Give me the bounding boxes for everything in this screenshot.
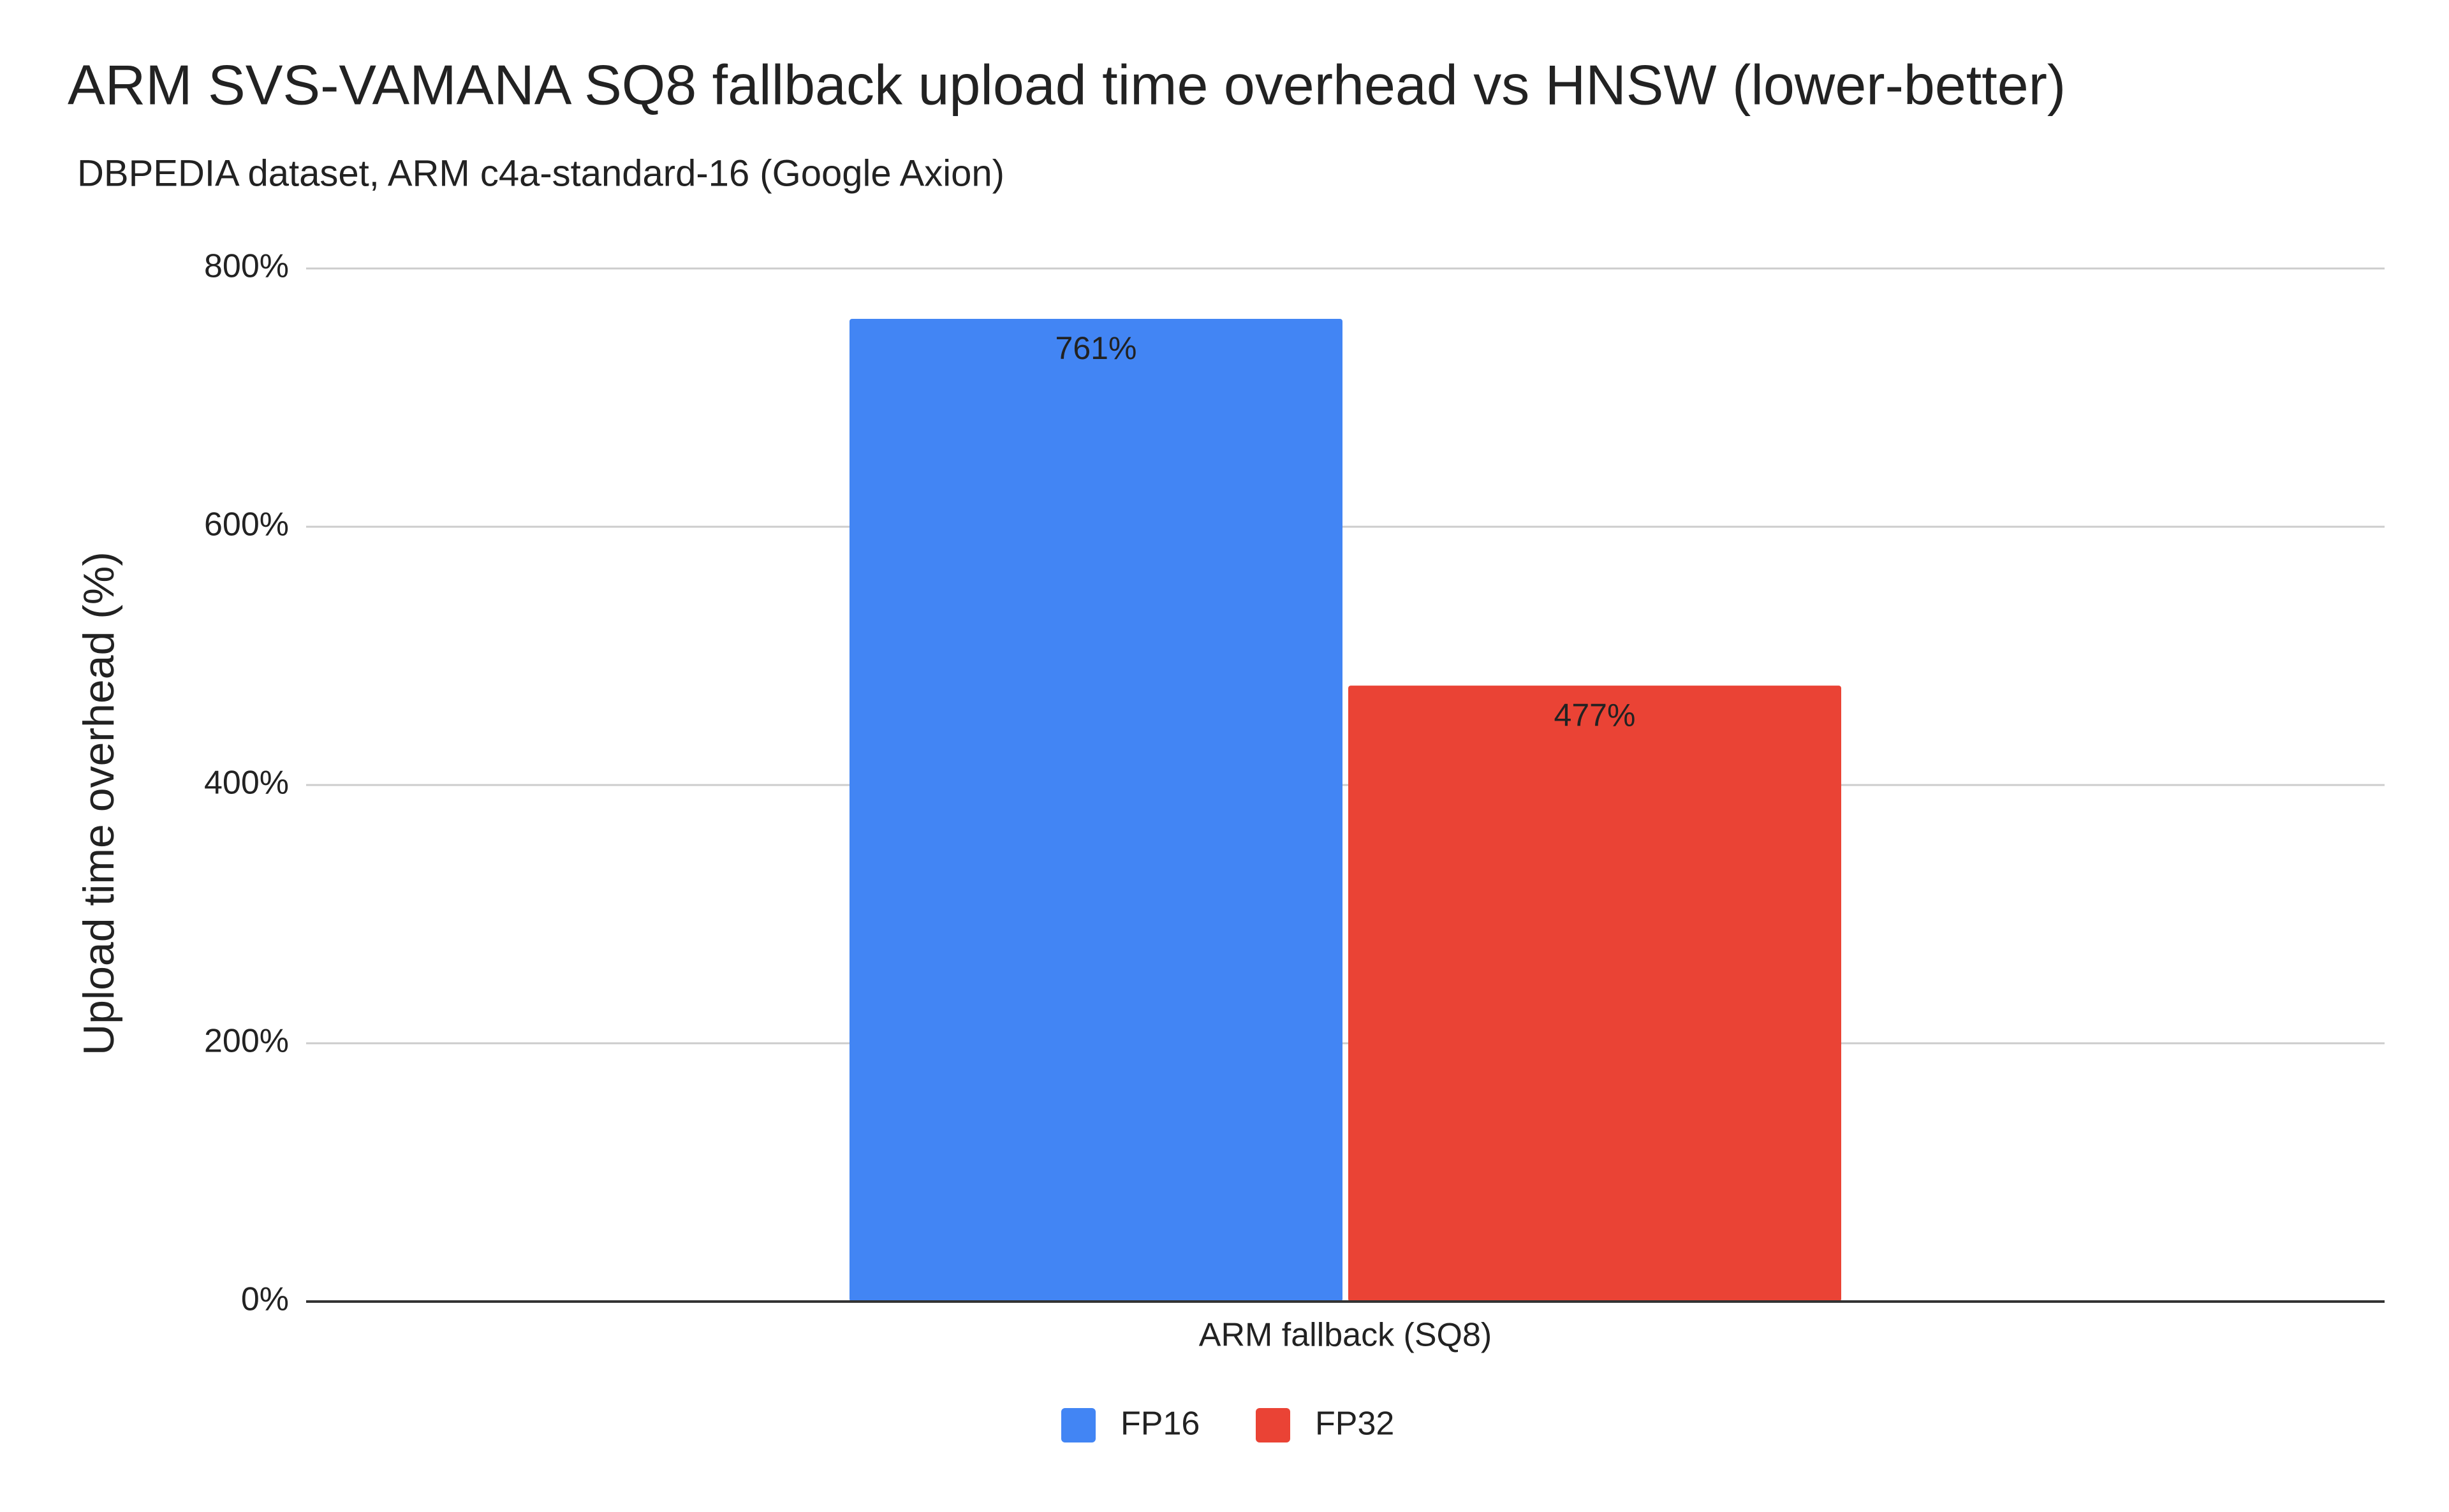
legend-swatch <box>1061 1408 1096 1442</box>
legend-swatch <box>1256 1408 1290 1442</box>
y-tick-label: 400% <box>204 765 289 802</box>
y-tick-label: 200% <box>204 1023 289 1060</box>
value-label: 477% <box>1554 697 1636 733</box>
bar <box>1348 686 1841 1302</box>
value-label: 761% <box>1055 330 1137 366</box>
y-tick-label: 600% <box>204 506 289 543</box>
chart-title: ARM SVS-VAMANA SQ8 fallback upload time … <box>68 53 2066 116</box>
y-tick-label: 0% <box>241 1281 289 1318</box>
bar <box>849 318 1342 1302</box>
x-tick-label: ARM fallback (SQ8) <box>1199 1317 1492 1354</box>
legend-label: FP16 <box>1121 1406 1200 1442</box>
chart-subtitle: DBPEDIA dataset, ARM c4a-standard-16 (Go… <box>77 152 1004 194</box>
y-axis-label: Upload time overhead (%) <box>75 552 123 1055</box>
legend-label: FP32 <box>1315 1406 1394 1442</box>
y-tick-label: 800% <box>204 248 289 285</box>
